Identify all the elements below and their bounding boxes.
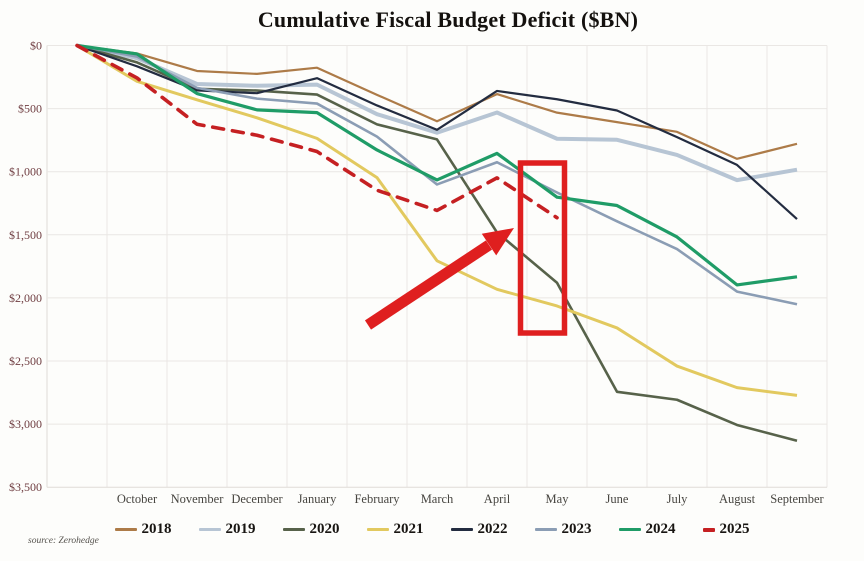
series-line-2020 (76, 44, 798, 443)
legend-item-2019: 2019 (198, 521, 256, 538)
legend-item-2025: 2025 (702, 521, 750, 538)
legend-swatch-2018 (114, 528, 137, 531)
chart-title: Cumulative Fiscal Budget Deficit ($BN) (257, 7, 639, 32)
series-line-2024 (76, 43, 798, 287)
x-axis-month-label: August (719, 492, 756, 506)
legend-item-2022: 2022 (450, 521, 508, 538)
legend-label-2022: 2022 (477, 521, 508, 537)
legend-label-2025: 2025 (719, 521, 750, 537)
y-axis-tick-label: $1,000 (9, 165, 42, 179)
y-axis-tick-label: $2,500 (9, 354, 42, 368)
legend-swatch-2022 (450, 528, 473, 531)
y-axis-tick-label: $3,500 (9, 480, 42, 494)
x-axis-month-label: November (171, 492, 225, 506)
legend-swatch-2019 (198, 528, 221, 531)
series-line-2019 (76, 43, 798, 183)
chart-legend: 2018 2019 2020 2021 2022 2023 2024 2025 (0, 521, 864, 538)
legend-label-2018: 2018 (141, 521, 172, 537)
source-note: source: Zerohedge (28, 536, 99, 546)
series-line-2021 (76, 44, 798, 397)
legend-swatch-2021 (366, 528, 389, 531)
x-axis-month-label: January (298, 492, 338, 506)
legend-item-2020: 2020 (282, 521, 340, 538)
legend-label-2019: 2019 (225, 521, 256, 537)
x-axis-month-label: July (667, 492, 689, 506)
x-axis-month-label: December (231, 492, 283, 506)
x-axis-month-label: March (421, 492, 454, 506)
legend-label-2021: 2021 (393, 521, 424, 537)
x-axis-month-label: October (117, 492, 158, 506)
x-axis-month-label: April (484, 492, 511, 506)
x-axis-month-label: September (770, 492, 824, 506)
legend-item-2024: 2024 (618, 521, 676, 538)
annotation-arrow-shaft (364, 240, 493, 330)
y-axis-tick-label: $500 (18, 102, 42, 116)
legend-swatch-2024 (618, 528, 641, 531)
y-axis-tick-label: $2,000 (9, 291, 42, 305)
legend-label-2024: 2024 (645, 521, 676, 537)
legend-item-2023: 2023 (534, 521, 592, 538)
y-axis-tick-label: $3,000 (9, 417, 42, 431)
series-line-2022 (76, 44, 798, 220)
y-axis-tick-label: $1,500 (9, 228, 42, 242)
x-axis-month-label: June (606, 492, 629, 506)
x-axis-month-label: February (354, 492, 400, 506)
legend-item-2021: 2021 (366, 521, 424, 538)
series-line-2018 (76, 44, 798, 160)
legend-label-2023: 2023 (561, 521, 592, 537)
annotation-arrow-head (481, 228, 514, 256)
annotation-highlight-box (517, 160, 568, 336)
legend-swatch-2025 (702, 527, 715, 532)
legend-swatch-2020 (282, 528, 305, 531)
legend-swatch-2023 (534, 528, 557, 531)
x-axis-month-label: May (546, 492, 570, 506)
y-axis-tick-label: $0 (30, 39, 42, 53)
series-line-2023 (76, 44, 798, 306)
legend-label-2020: 2020 (309, 521, 340, 537)
legend-item-2018: 2018 (114, 521, 172, 538)
series-line-2025 (75, 43, 559, 220)
